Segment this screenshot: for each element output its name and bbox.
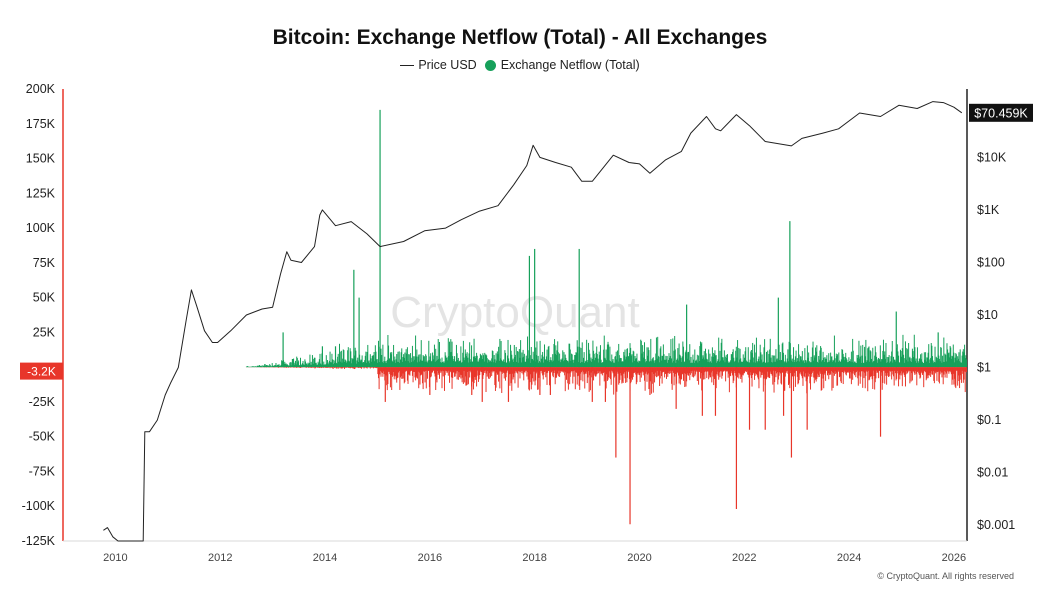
y-left-tick-label: -25K — [29, 395, 56, 409]
current-price-badge — [969, 103, 1033, 122]
y-left-tick-label: -50K — [29, 430, 56, 444]
y-left-tick-label: 50K — [33, 291, 56, 305]
y-left-tick-label: 100K — [26, 221, 56, 235]
y-right-tick-label: $1K — [977, 203, 1000, 217]
x-tick-label: 2016 — [418, 552, 442, 564]
price-line — [103, 101, 963, 542]
legend: Price USD Exchange Netflow (Total) — [0, 58, 1040, 72]
y-right-tick-label: $0.01 — [977, 466, 1008, 480]
x-tick-label: 2026 — [942, 552, 966, 564]
legend-item-netflow[interactable]: Exchange Netflow (Total) — [484, 58, 640, 72]
x-tick-label: 2014 — [313, 552, 337, 564]
current-netflow-label: -3.2K — [27, 365, 56, 379]
y-right-tick-label: $10 — [977, 308, 998, 322]
x-tick-label: 2020 — [627, 552, 651, 564]
price-line-swatch — [400, 64, 415, 66]
chart-title: Bitcoin: Exchange Netflow (Total) - All … — [272, 26, 768, 49]
y-right-tick-label: $0.001 — [977, 518, 1015, 532]
y-left-tick-label: 25K — [33, 325, 56, 339]
y-left-tick-label: 175K — [26, 117, 56, 131]
legend-label-netflow: Exchange Netflow (Total) — [500, 58, 640, 72]
current-netflow-badge — [20, 362, 63, 380]
y-right-tick-label: $0.1 — [977, 413, 1001, 427]
x-tick-label: 2022 — [732, 552, 756, 564]
y-right-tick-label: $1 — [977, 361, 991, 375]
y-left-tick-label: -75K — [29, 464, 56, 478]
y-left-tick-label: 125K — [26, 186, 56, 200]
y-left-tick-label: -125K — [22, 534, 56, 548]
current-price-label: $70.459K — [974, 106, 1028, 120]
x-tick-label: 2010 — [103, 552, 127, 564]
legend-label-price: Price USD — [418, 58, 477, 72]
copyright-notice: © CryptoQuant. All rights reserved — [877, 571, 1014, 581]
watermark: CryptoQuant — [390, 288, 639, 337]
y-left-tick-label: -100K — [22, 499, 56, 513]
x-tick-label: 2012 — [208, 552, 232, 564]
x-tick-label: 2018 — [522, 552, 546, 564]
y-right-tick-label: $100 — [977, 255, 1005, 269]
x-tick-label: 2024 — [837, 552, 861, 564]
netflow-dot-swatch — [484, 59, 496, 71]
y-right-tick-label: $10K — [977, 150, 1007, 164]
netflow-bars — [245, 109, 967, 525]
y-left-tick-label: 75K — [33, 256, 56, 270]
y-left-tick-label: 150K — [26, 152, 56, 166]
legend-item-price[interactable]: Price USD — [400, 58, 477, 72]
y-left-tick-label: 200K — [26, 82, 56, 96]
